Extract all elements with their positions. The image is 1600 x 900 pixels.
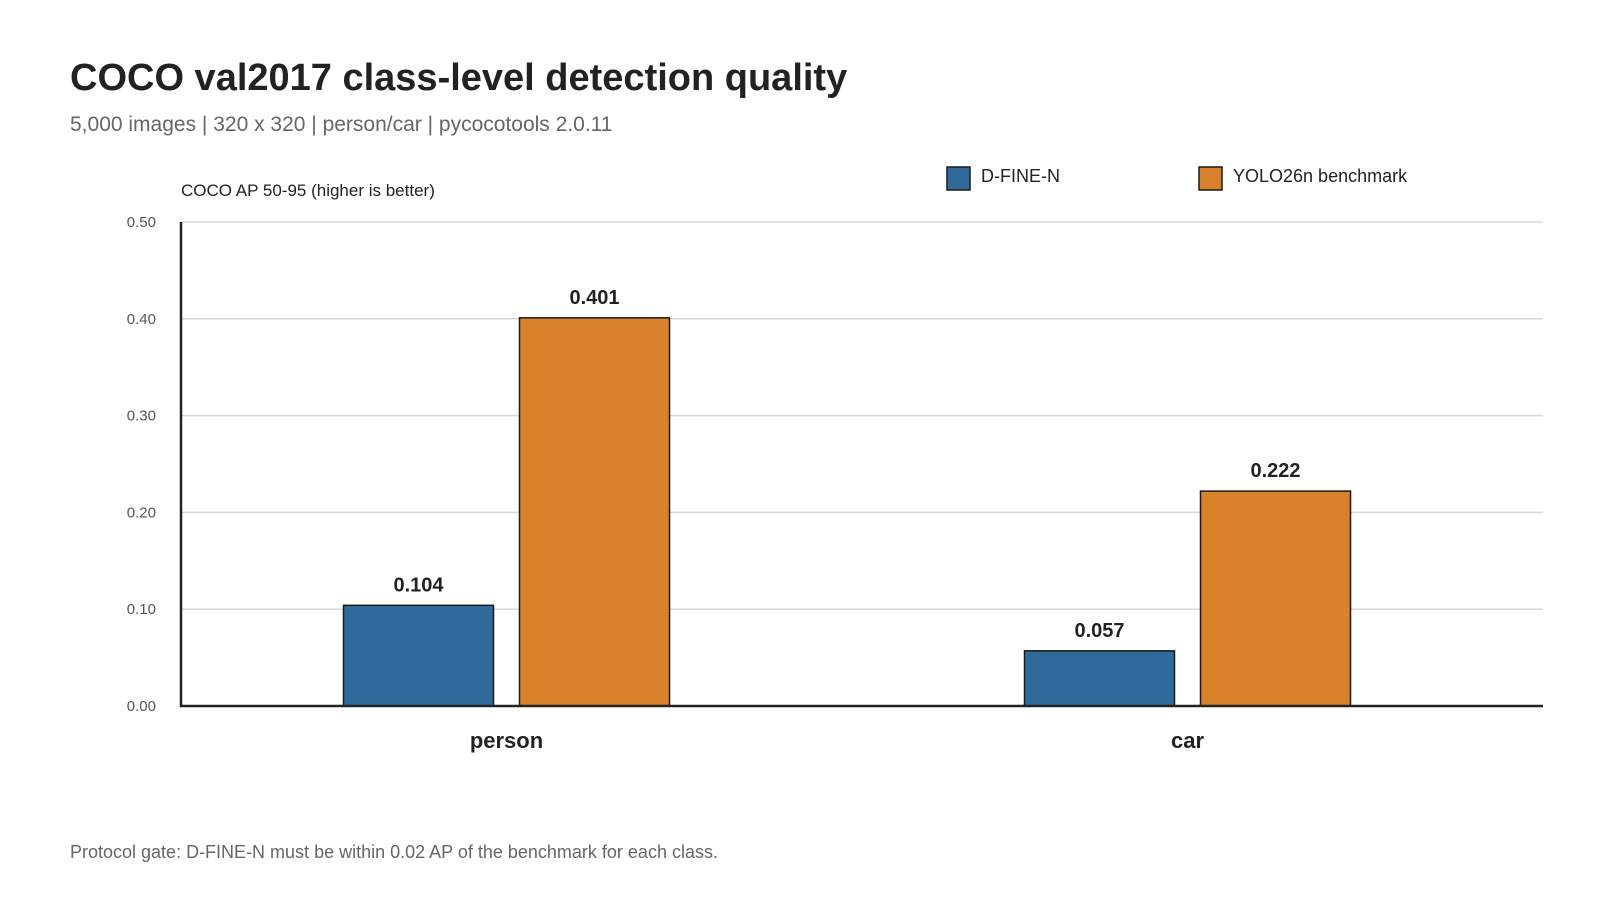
data-label: 0.222	[1250, 460, 1300, 482]
data-label: 0.057	[1074, 620, 1124, 642]
y-tick-label: 0.20	[127, 504, 156, 521]
chart-subtitle: 5,000 images | 320 x 320 | person/car | …	[70, 113, 613, 136]
y-tick-label: 0.00	[127, 698, 156, 715]
legend-label: D-FINE-N	[981, 166, 1060, 186]
y-tick-label: 0.40	[127, 311, 156, 328]
legend: D-FINE-N YOLO26n benchmark	[946, 166, 1408, 191]
x-tick-label: person	[470, 728, 543, 753]
bar-person-benchmark	[518, 317, 671, 707]
data-label: 0.401	[569, 287, 619, 309]
chart-title: COCO val2017 class-level detection quali…	[70, 57, 848, 99]
data-label: 0.104	[393, 574, 444, 596]
axes	[179, 222, 1543, 708]
bar-person-dfine	[342, 604, 495, 707]
y-axis-title: COCO AP 50-95 (higher is better)	[181, 181, 435, 200]
bars	[342, 317, 1352, 707]
bar-car-dfine	[1023, 650, 1176, 707]
legend-label: YOLO26n benchmark	[1233, 166, 1408, 186]
legend-swatch	[1198, 166, 1223, 191]
y-tick-label: 0.10	[127, 601, 156, 618]
legend-swatch	[946, 166, 971, 191]
y-tick-label: 0.30	[127, 408, 156, 425]
footnote: Protocol gate: D-FINE-N must be within 0…	[70, 842, 718, 862]
labels: 0.00 0.10 0.20 0.30 0.40 0.50 COCO AP 50-95 (h…	[127, 181, 1301, 753]
bar-car-benchmark	[1199, 490, 1352, 707]
y-tick-label: 0.50	[127, 214, 156, 231]
x-tick-label: car	[1171, 728, 1204, 753]
